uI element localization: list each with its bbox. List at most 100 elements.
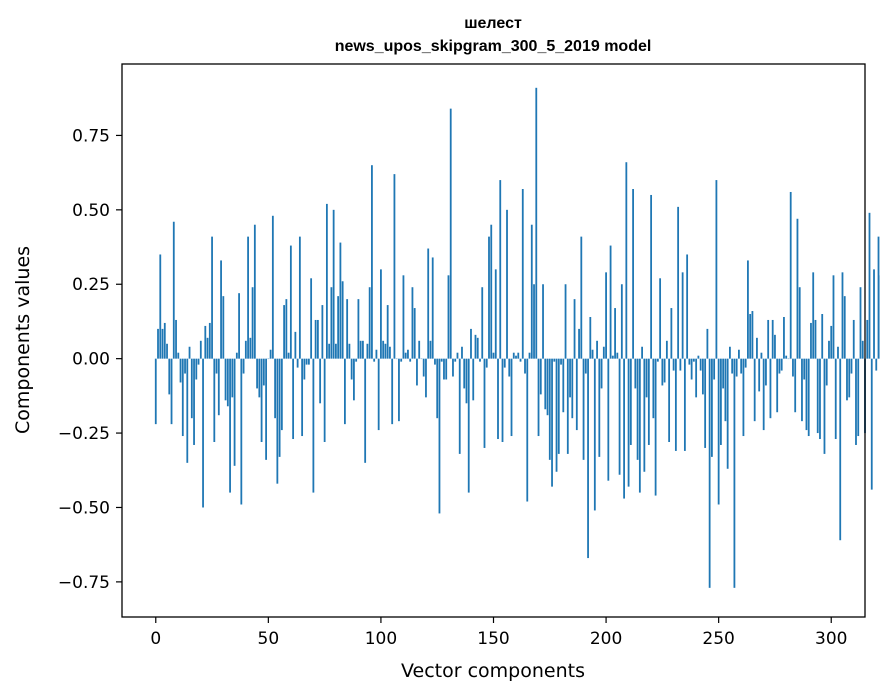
y-tick-label: −0.75 xyxy=(58,573,110,593)
bar-296 xyxy=(821,314,824,359)
bar-71 xyxy=(314,319,317,359)
bar-43 xyxy=(251,287,254,359)
bar-22 xyxy=(204,325,207,359)
bar-206 xyxy=(618,358,621,475)
bar-251 xyxy=(720,358,722,445)
chart-title-line1: шелест xyxy=(464,15,522,32)
bar-154 xyxy=(501,358,504,442)
bar-16 xyxy=(190,358,193,419)
bar-129 xyxy=(445,358,448,380)
bar-57 xyxy=(283,305,286,359)
bar-232 xyxy=(677,206,680,359)
bar-171 xyxy=(539,358,542,395)
bar-270 xyxy=(762,358,765,431)
bar-309 xyxy=(850,358,853,374)
bar-70 xyxy=(312,358,315,493)
bar-119 xyxy=(422,358,425,377)
bar-211 xyxy=(629,358,632,445)
bar-82 xyxy=(339,242,342,359)
bar-149 xyxy=(490,224,493,359)
bar-20 xyxy=(199,340,202,359)
bar-250 xyxy=(717,358,720,505)
bar-263 xyxy=(747,260,749,359)
bar-110 xyxy=(402,275,405,359)
bar-61 xyxy=(292,358,295,440)
bar-84 xyxy=(344,358,346,425)
bar-278 xyxy=(780,358,783,371)
bar-31 xyxy=(224,358,227,401)
bar-287 xyxy=(801,358,803,422)
bar-130 xyxy=(447,275,450,359)
bar-147 xyxy=(485,358,488,368)
bar-56 xyxy=(280,358,283,431)
y-tick-label: 0.75 xyxy=(72,126,110,146)
bar-205 xyxy=(616,352,619,359)
bar-255 xyxy=(729,346,731,359)
bar-12 xyxy=(181,358,184,437)
bar-218 xyxy=(645,358,648,398)
bar-161 xyxy=(517,352,520,359)
bar-99 xyxy=(377,358,380,431)
bar-237 xyxy=(688,358,691,365)
bar-288 xyxy=(803,358,806,380)
bar-42 xyxy=(249,337,252,359)
bar-234 xyxy=(681,272,684,359)
bar-259 xyxy=(738,349,740,359)
bar-253 xyxy=(724,358,727,422)
bar-306 xyxy=(843,296,846,359)
y-tick-label: 0.25 xyxy=(72,275,110,295)
bar-247 xyxy=(711,358,713,457)
bar-109 xyxy=(400,358,403,362)
bar-74 xyxy=(321,305,324,359)
bar-282 xyxy=(789,191,792,359)
bar-215 xyxy=(638,358,641,493)
bar-96 xyxy=(371,165,373,359)
bar-86 xyxy=(348,343,351,359)
bar-183 xyxy=(566,358,569,454)
bar-207 xyxy=(620,284,623,359)
x-tick-label: 250 xyxy=(702,629,734,649)
bar-294 xyxy=(816,358,819,434)
bar-202 xyxy=(609,245,612,359)
bar-80 xyxy=(334,343,337,359)
bar-267 xyxy=(756,337,758,359)
bar-83 xyxy=(341,281,344,359)
bar-55 xyxy=(278,358,281,457)
bar-75 xyxy=(323,358,326,442)
bar-310 xyxy=(852,319,855,359)
bar-181 xyxy=(562,358,565,413)
bar-199 xyxy=(602,346,605,359)
bar-260 xyxy=(740,358,743,374)
bar-68 xyxy=(307,358,310,365)
bar-222 xyxy=(654,358,657,496)
bar-72 xyxy=(316,319,319,359)
bar-208 xyxy=(623,358,625,499)
bar-8 xyxy=(172,221,175,359)
bar-117 xyxy=(418,340,421,359)
bar-249 xyxy=(715,180,718,359)
bar-91 xyxy=(359,340,362,359)
bar-15 xyxy=(188,346,191,359)
bar-46 xyxy=(258,358,261,398)
bar-108 xyxy=(398,358,400,422)
bar-103 xyxy=(386,305,389,359)
bar-29 xyxy=(220,260,222,359)
bar-194 xyxy=(591,349,594,359)
bar-297 xyxy=(823,358,826,454)
bar-292 xyxy=(812,272,815,359)
bar-67 xyxy=(305,358,308,365)
bar-27 xyxy=(215,358,218,374)
bar-248 xyxy=(713,358,716,380)
bar-87 xyxy=(350,358,353,380)
bar-192 xyxy=(587,358,589,559)
bar-285 xyxy=(796,218,799,359)
plot-frame xyxy=(121,63,866,618)
bar-115 xyxy=(413,308,416,359)
bar-258 xyxy=(735,358,738,377)
bar-128 xyxy=(443,358,445,380)
bar-24 xyxy=(208,322,211,359)
bar-145 xyxy=(481,287,484,359)
bar-35 xyxy=(233,358,236,466)
bar-204 xyxy=(614,308,616,359)
bar-146 xyxy=(483,358,486,448)
